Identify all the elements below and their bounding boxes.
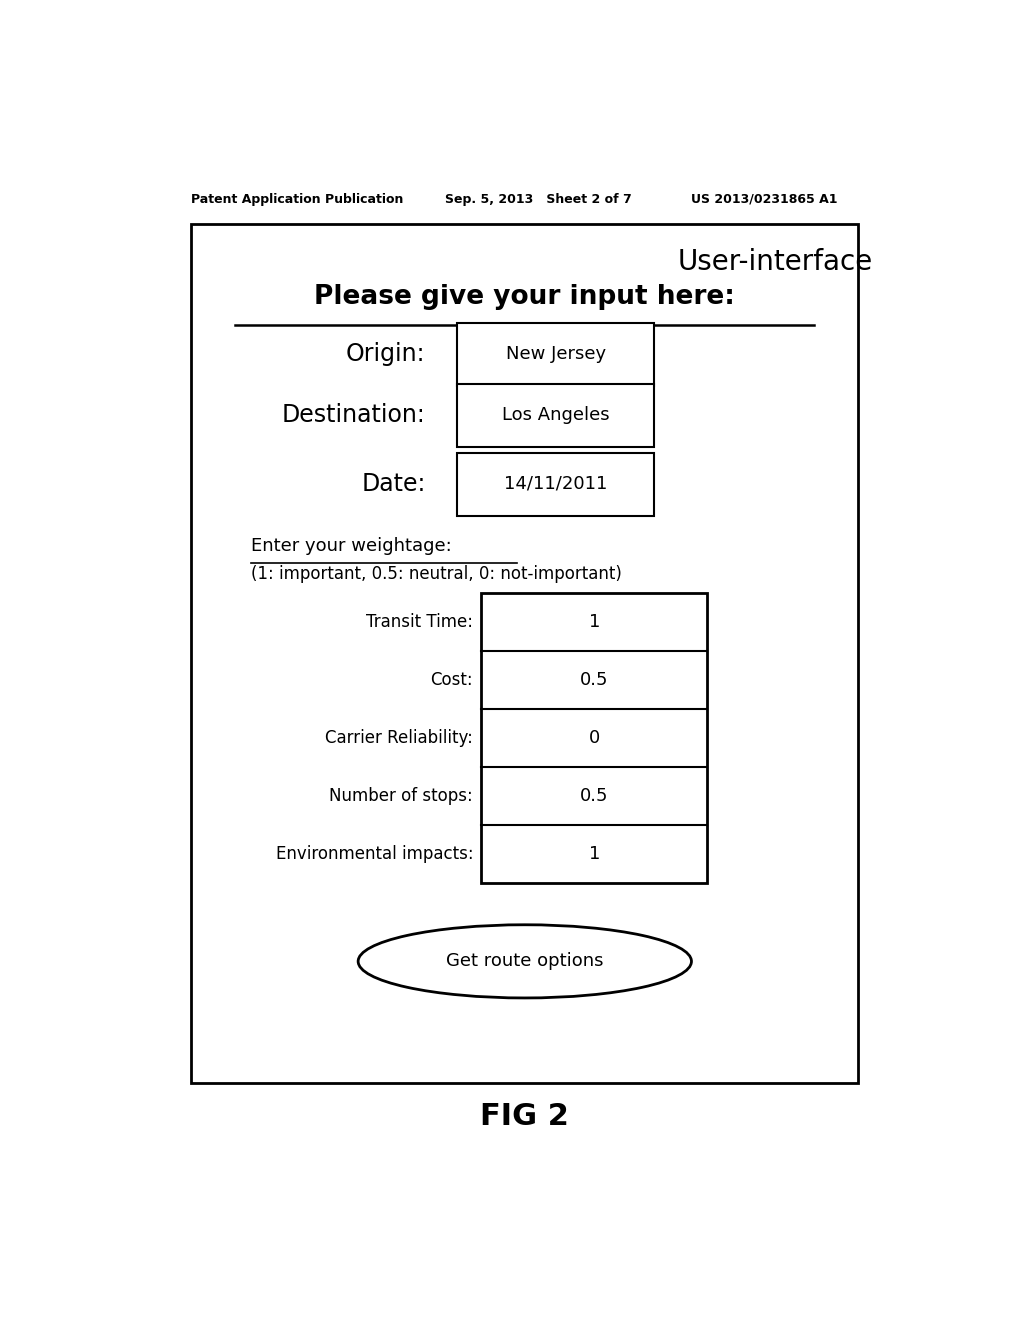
- Bar: [458, 384, 654, 447]
- Text: Number of stops:: Number of stops:: [330, 787, 473, 805]
- Text: 1: 1: [589, 845, 600, 863]
- Text: User-interface: User-interface: [677, 248, 872, 276]
- Text: FIG 2: FIG 2: [480, 1102, 569, 1131]
- Text: Carrier Reliability:: Carrier Reliability:: [326, 729, 473, 747]
- Bar: [191, 224, 858, 1084]
- Text: Origin:: Origin:: [346, 342, 426, 366]
- Bar: [458, 323, 654, 385]
- Text: Sep. 5, 2013   Sheet 2 of 7: Sep. 5, 2013 Sheet 2 of 7: [445, 193, 632, 206]
- Text: Transit Time:: Transit Time:: [367, 614, 473, 631]
- Text: Enter your weightage:: Enter your weightage:: [251, 536, 452, 554]
- Text: Please give your input here:: Please give your input here:: [314, 284, 735, 310]
- Text: Destination:: Destination:: [282, 403, 426, 426]
- Text: Los Angeles: Los Angeles: [502, 405, 609, 424]
- Text: Get route options: Get route options: [446, 952, 603, 970]
- Text: New Jersey: New Jersey: [506, 345, 606, 363]
- Text: Patent Application Publication: Patent Application Publication: [191, 193, 403, 206]
- Ellipse shape: [358, 925, 691, 998]
- Text: 14/11/2011: 14/11/2011: [504, 475, 607, 492]
- Text: Cost:: Cost:: [430, 672, 473, 689]
- Text: (1: important, 0.5: neutral, 0: not-important): (1: important, 0.5: neutral, 0: not-impo…: [251, 565, 622, 583]
- Text: 0.5: 0.5: [580, 787, 608, 805]
- Text: 0.5: 0.5: [580, 672, 608, 689]
- Text: Environmental impacts:: Environmental impacts:: [275, 845, 473, 863]
- Bar: [481, 594, 708, 883]
- Text: US 2013/0231865 A1: US 2013/0231865 A1: [691, 193, 838, 206]
- Bar: [458, 453, 654, 516]
- Text: Date:: Date:: [361, 471, 426, 495]
- Text: 0: 0: [589, 729, 600, 747]
- Text: 1: 1: [589, 614, 600, 631]
